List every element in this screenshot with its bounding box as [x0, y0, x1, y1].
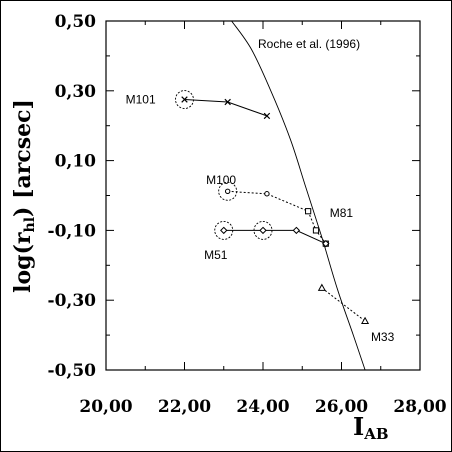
data-point — [322, 239, 330, 248]
series-label: M33 — [371, 330, 395, 344]
series-label: M51 — [204, 248, 228, 262]
y-axis-title: log(rhl) [arcsec] — [10, 99, 38, 293]
data-point — [305, 208, 312, 215]
x-axis-title-main: I — [353, 412, 364, 441]
x-axis-title: IAB — [353, 412, 389, 443]
y-tick-label: -0,30 — [48, 291, 97, 311]
series-m101: M101 — [126, 90, 271, 120]
x-axis-title-sub: AB — [363, 425, 388, 443]
data-point — [224, 188, 231, 195]
highlight-circle — [218, 181, 238, 201]
series-line — [321, 287, 366, 322]
triangle-mark — [361, 316, 370, 325]
x-tick-label: 26,00 — [315, 397, 368, 417]
y-tick-label: 0,30 — [55, 82, 97, 102]
series-line — [227, 190, 309, 212]
data-point — [181, 96, 188, 103]
circle-mark — [224, 188, 231, 195]
data-point — [263, 112, 271, 120]
series-label: M101 — [126, 93, 156, 107]
cross-mark — [181, 96, 188, 103]
series-label: M81 — [330, 206, 354, 220]
diamond-mark — [292, 226, 301, 235]
x-tick-label: 20,00 — [79, 397, 132, 417]
x-tick-label: 24,00 — [236, 397, 289, 417]
series-m81: M81 — [305, 206, 354, 247]
reference-annotation: Roche et al. (1996) — [258, 37, 360, 51]
circle-mark — [264, 191, 270, 197]
data-point — [317, 283, 326, 291]
axis-ticks: 20,00 22,00 24,00 26,00 28,00 0,50 0,30 0,10 -0,… — [48, 12, 447, 417]
series-m100: M100 — [206, 173, 311, 214]
data-point — [264, 191, 270, 197]
x-tick-label: 28,00 — [393, 397, 446, 417]
y-tick-label: -0,10 — [48, 221, 97, 241]
series-group: M101 M100 M81 M51 M33 — [126, 90, 395, 344]
highlight-circle — [253, 220, 273, 240]
triangle-mark — [317, 283, 326, 291]
series-line — [184, 99, 268, 117]
reference-curve — [231, 20, 366, 371]
data-point — [361, 316, 370, 325]
diamond-mark — [322, 239, 330, 248]
highlight-circle — [214, 220, 234, 240]
square-mark — [312, 227, 320, 234]
y-tick-label: 0,50 — [55, 12, 97, 32]
x-tick-label: 22,00 — [158, 397, 211, 417]
highlight-circle — [175, 90, 194, 109]
y-axis-title-suffix: ) [arcsec] — [10, 99, 36, 217]
y-tick-label: -0,50 — [48, 361, 97, 381]
data-point — [259, 226, 267, 235]
series-line — [223, 229, 327, 245]
series-m33: M33 — [317, 283, 395, 344]
data-point — [292, 226, 301, 235]
data-point — [220, 226, 228, 235]
series-label: M100 — [206, 173, 236, 187]
y-tick-label: 0,10 — [55, 152, 97, 172]
data-point — [312, 227, 320, 234]
y-axis-title-sub: hl — [22, 217, 38, 233]
diamond-mark — [220, 226, 228, 235]
diamond-mark — [259, 226, 267, 235]
reference-curve-group — [231, 20, 366, 371]
cross-mark — [224, 98, 231, 106]
square-mark — [305, 208, 312, 215]
cross-mark — [263, 112, 271, 120]
data-point — [224, 98, 231, 106]
y-axis-title-prefix: log(r — [10, 232, 36, 293]
series-m51: M51 — [204, 220, 330, 262]
